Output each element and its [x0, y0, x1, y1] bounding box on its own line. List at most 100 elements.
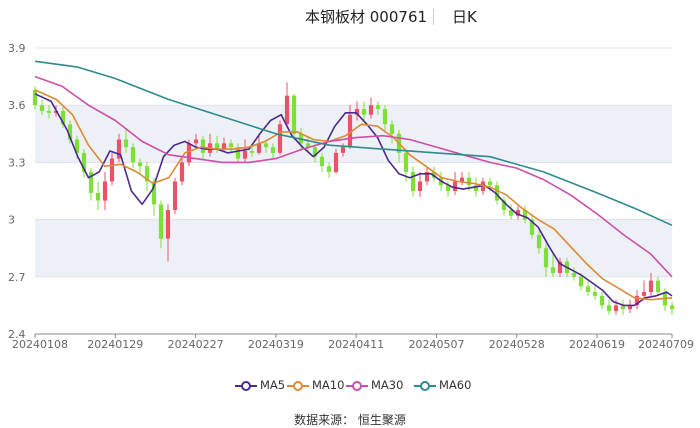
y-tick-label: 2.7: [8, 271, 26, 284]
candle-body: [501, 200, 507, 211]
moving-average-lines: [34, 60, 673, 307]
legend-line-icon: [414, 381, 436, 391]
candle-body: [410, 171, 416, 191]
x-axis-ticks: 20240108 20240129 20240227 20240319 20240411…: [12, 333, 694, 351]
candle-body: [494, 185, 500, 201]
plot-band: [35, 219, 672, 277]
candle-body: [543, 248, 549, 268]
candle-body: [424, 171, 430, 182]
y-tick-label: 3.3: [8, 156, 26, 169]
legend-label: MA10: [312, 378, 345, 392]
candle-body: [200, 139, 206, 153]
candle-body: [32, 89, 38, 106]
candle-body: [74, 139, 80, 153]
y-tick-label: 2.4: [8, 328, 26, 341]
candle-body: [627, 305, 633, 310]
candle-body: [95, 192, 101, 201]
candle-body: [375, 105, 381, 110]
legend: MA5 MA10 MA30 MA60: [0, 377, 700, 395]
candle-body: [606, 305, 612, 312]
candle-body: [186, 143, 192, 163]
candle-body: [256, 143, 262, 153]
candle-body: [536, 234, 542, 249]
legend-label: MA60: [439, 378, 472, 392]
ma10-line: [34, 89, 673, 301]
candle-body: [592, 292, 598, 296]
candle-body: [641, 292, 647, 296]
candle-body: [515, 210, 521, 216]
candle-body: [417, 181, 423, 191]
candle-body: [368, 105, 374, 115]
candle-body: [487, 181, 493, 186]
candle-body: [284, 95, 290, 125]
candle-body: [578, 276, 584, 287]
plot-bands: [35, 105, 672, 277]
candle-body: [445, 185, 451, 191]
candle-body: [648, 280, 654, 293]
candle-body: [550, 267, 556, 273]
candle-body: [473, 185, 479, 191]
title-separator: [433, 9, 434, 25]
candle-body: [39, 105, 45, 111]
candle-body: [634, 295, 640, 306]
candle-body: [193, 139, 199, 144]
candle-body: [53, 110, 59, 113]
candle-body: [312, 147, 318, 157]
candle-body: [655, 280, 661, 293]
x-tick-label: 20240528: [489, 338, 545, 351]
y-tick-label: 3: [8, 214, 15, 227]
x-tick-label: 20240411: [328, 338, 384, 351]
candle-body: [46, 110, 52, 113]
plot-band: [35, 105, 672, 163]
candle-body: [305, 143, 311, 148]
candle-body: [67, 124, 73, 140]
candle-body: [361, 109, 367, 115]
candle-body: [151, 181, 157, 205]
candle-body: [354, 109, 360, 115]
candle-body: [452, 181, 458, 191]
candle-body: [172, 181, 178, 211]
candle-body: [620, 305, 626, 310]
legend-line-icon: [287, 381, 309, 391]
x-tick-label: 20240108: [12, 338, 68, 351]
candle-body: [214, 143, 220, 150]
candle-body: [277, 124, 283, 153]
candle-body: [333, 152, 339, 172]
candle-body: [459, 177, 465, 182]
candle-body: [123, 139, 129, 148]
x-tick-label: 20240709: [638, 338, 694, 351]
candle-body: [179, 162, 185, 182]
candle-body: [270, 147, 276, 153]
x-tick-label: 20240507: [408, 338, 464, 351]
grid-lines: [35, 47, 672, 335]
candle-body: [235, 147, 241, 159]
candlestick-chart: 3.9 3.6 3.3 3 2.7 2.4 20240108 20240129 2024022…: [8, 42, 694, 351]
chart-title: 本钢板材 000761: [305, 8, 428, 26]
legend-line-icon: [346, 381, 368, 391]
candle-body: [347, 114, 353, 148]
ma30-line: [34, 75, 673, 278]
candle-body: [102, 181, 108, 201]
candle-body: [319, 156, 325, 167]
x-tick-label: 20240319: [248, 338, 304, 351]
candle-body: [403, 152, 409, 172]
candle-body: [389, 124, 395, 134]
candle-body: [585, 286, 591, 293]
candle-body: [522, 210, 528, 220]
y-tick-label: 3.9: [8, 42, 26, 55]
candle-body: [291, 95, 297, 134]
candle-body: [60, 110, 66, 125]
candle-body: [263, 143, 269, 148]
candle-body: [137, 162, 143, 167]
y-tick-label: 3.6: [8, 99, 26, 112]
candle-body: [88, 171, 94, 193]
candle-body: [508, 210, 514, 216]
candle-body: [599, 295, 605, 306]
ma60-line: [34, 60, 673, 227]
candle-body: [144, 166, 150, 182]
candle-body: [669, 305, 675, 310]
y-axis-ticks: 3.9 3.6 3.3 3 2.7 2.4: [8, 42, 26, 341]
candle-body: [382, 109, 388, 125]
candle-body: [109, 158, 115, 182]
period-label: 日K: [452, 8, 477, 26]
